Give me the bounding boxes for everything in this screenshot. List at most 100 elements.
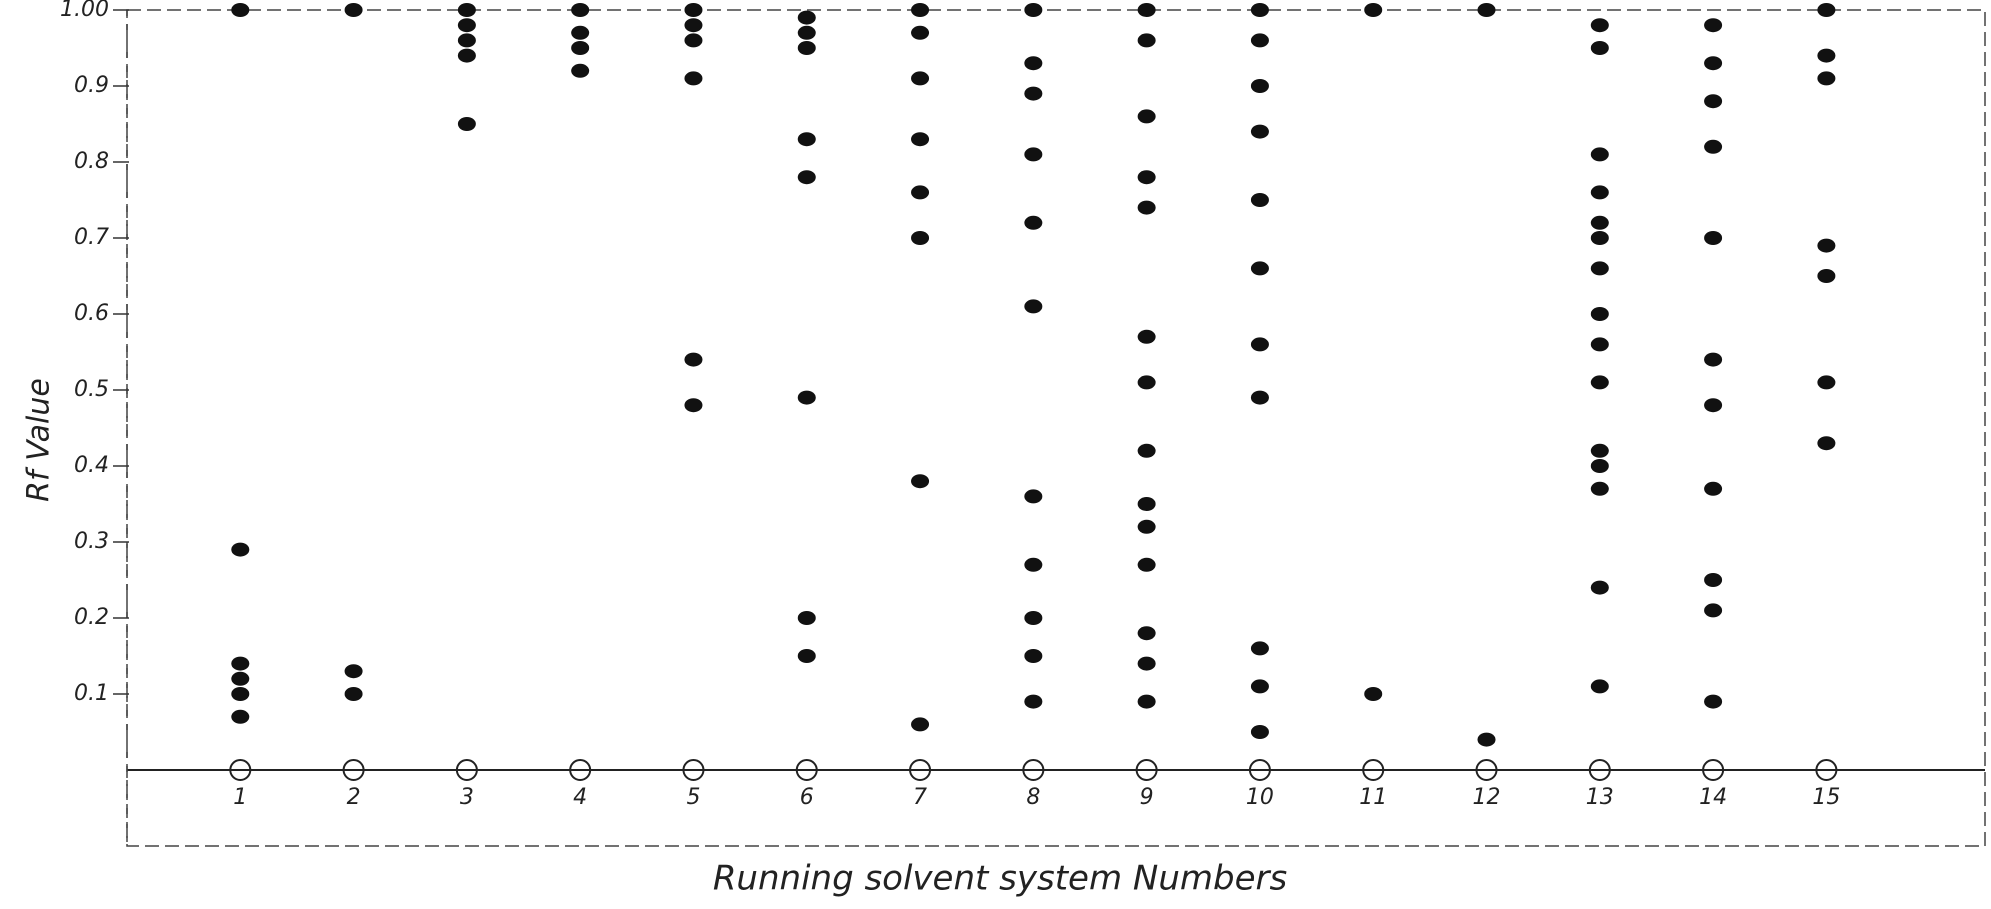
spot <box>1590 443 1609 458</box>
origin-circle <box>1815 759 1838 781</box>
x-tick-label: 13 <box>1586 785 1614 810</box>
spot <box>1817 375 1836 390</box>
spot <box>1137 694 1156 709</box>
spot <box>1024 694 1043 709</box>
y-tick-label: 0.1 <box>74 681 109 706</box>
spot <box>797 170 816 185</box>
spot <box>1704 231 1723 245</box>
spot <box>1590 459 1609 473</box>
spot <box>1704 694 1723 709</box>
spot <box>571 41 590 55</box>
x-tick-label: 6 <box>800 785 814 810</box>
spot <box>1024 147 1043 162</box>
origin-circle <box>795 759 818 781</box>
spot <box>1590 261 1609 276</box>
spot <box>1250 261 1269 276</box>
spot <box>1704 94 1723 109</box>
spot <box>1250 390 1269 405</box>
origin-circle <box>1475 759 1498 781</box>
spot <box>457 18 476 33</box>
spot <box>684 33 703 48</box>
y-tick-label: 0.2 <box>74 605 109 630</box>
spot <box>1137 33 1156 48</box>
spot <box>1137 109 1156 124</box>
spot <box>1704 352 1723 367</box>
spot <box>1137 557 1156 572</box>
origin-circle <box>1135 759 1158 781</box>
spot <box>344 664 363 679</box>
origin-circle <box>1248 759 1271 781</box>
x-tick-label: 10 <box>1246 785 1274 810</box>
spot <box>1024 299 1043 314</box>
spot <box>911 132 930 147</box>
spot <box>1590 307 1609 321</box>
spot <box>457 33 476 48</box>
spot <box>571 25 590 40</box>
spot <box>1250 725 1269 739</box>
spot <box>1137 170 1156 185</box>
spot <box>1250 124 1269 139</box>
spot <box>684 71 703 86</box>
spot <box>684 3 703 17</box>
origin-circle <box>682 759 705 781</box>
spot <box>1250 337 1269 352</box>
spot <box>457 117 476 131</box>
spot <box>1590 337 1609 352</box>
origin-circle <box>1702 759 1725 781</box>
spot <box>911 25 930 40</box>
spot <box>1590 481 1609 496</box>
spot <box>1590 18 1609 33</box>
y-axis-label: Rf Value <box>22 378 57 502</box>
x-tick-label: 9 <box>1140 785 1154 810</box>
spot <box>1590 231 1609 245</box>
x-tick-label: 11 <box>1359 785 1387 810</box>
x-tick-label: 1 <box>233 785 247 810</box>
spot <box>1137 329 1156 344</box>
spot <box>1137 497 1156 511</box>
spot <box>684 18 703 33</box>
spot <box>1817 48 1836 63</box>
spot <box>1817 71 1836 86</box>
spot <box>1250 33 1269 48</box>
x-axis-label: Running solvent system Numbers <box>713 859 1287 899</box>
x-tick-label: 4 <box>573 785 587 810</box>
spot <box>231 3 250 17</box>
origin-circle <box>569 759 592 781</box>
spot <box>1590 185 1609 200</box>
spot <box>1477 3 1496 17</box>
spot <box>1024 215 1043 230</box>
spot <box>911 71 930 86</box>
y-tick-label: 0.6 <box>74 301 109 326</box>
x-tick-label: 8 <box>1026 785 1040 810</box>
y-tick-label: 1.00 <box>60 0 109 22</box>
spot <box>797 10 816 25</box>
spot <box>1024 557 1043 572</box>
spot <box>1024 3 1043 17</box>
spot <box>797 611 816 625</box>
spot <box>797 41 816 55</box>
spot <box>911 231 930 245</box>
spot <box>797 25 816 40</box>
spot <box>1250 79 1269 93</box>
spot <box>1704 398 1723 413</box>
spot <box>457 48 476 63</box>
spot <box>911 3 930 17</box>
spot <box>684 352 703 367</box>
spot <box>1704 573 1723 587</box>
spot <box>797 132 816 147</box>
spot <box>1250 193 1269 207</box>
spot <box>1704 481 1723 496</box>
spot <box>571 63 590 78</box>
y-tick-label: 0.4 <box>74 453 109 478</box>
spot <box>1704 139 1723 154</box>
y-tick-label: 0.9 <box>74 73 109 98</box>
x-tick-label: 2 <box>347 785 361 810</box>
plot-frame <box>126 9 1986 847</box>
spot <box>797 649 816 663</box>
spot <box>1137 443 1156 458</box>
spot <box>1590 679 1609 694</box>
spot <box>1250 641 1269 656</box>
origin-circle <box>909 759 932 781</box>
spot <box>1024 649 1043 663</box>
